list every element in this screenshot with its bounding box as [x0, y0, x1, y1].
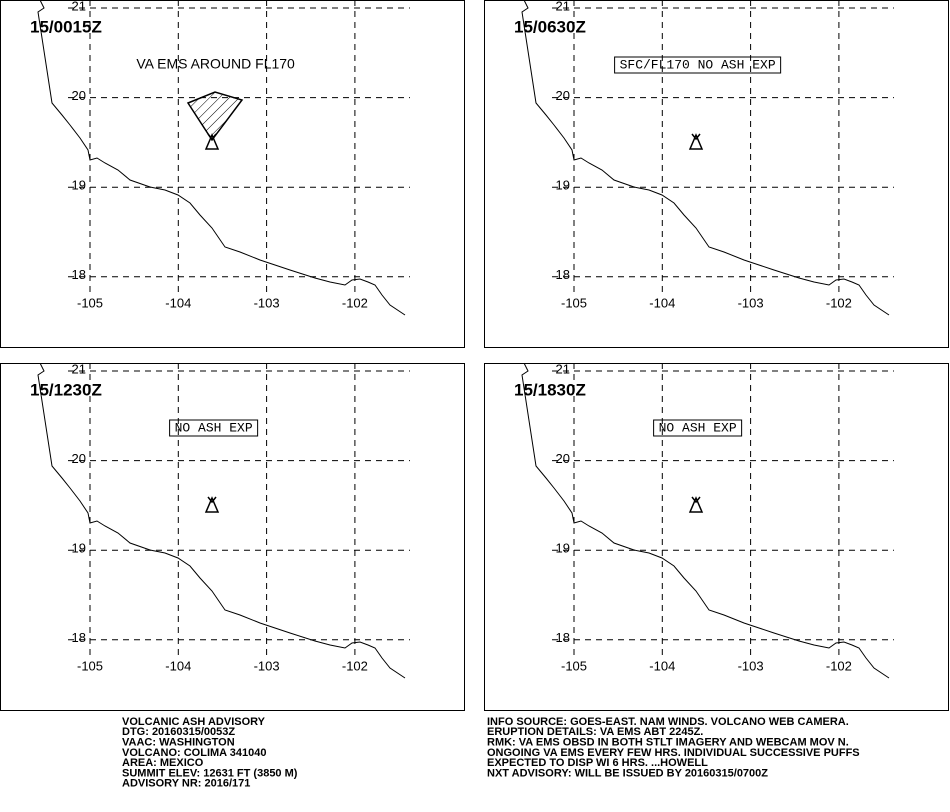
map-panel: -105 -104 -103 -102 21 20 19 18 15/0630Z SFC/FL17…: [484, 0, 949, 348]
lon-label: -104: [165, 295, 191, 310]
lat-label: 19: [72, 178, 86, 193]
advisory-line: INFO SOURCE: GOES-EAST. NAM WINDS. VOLCA…: [487, 716, 849, 728]
forecast-note: SFC/FL170 NO ASH EXP: [620, 57, 776, 72]
panel-border: [0, 363, 465, 711]
lon-label: -102: [342, 658, 368, 673]
lat-label: 21: [556, 361, 570, 376]
lon-label: -103: [254, 295, 280, 310]
lon-label: -103: [738, 658, 764, 673]
lon-label: -102: [826, 295, 852, 310]
forecast-note: VA EMS AROUND FL170: [136, 56, 295, 72]
ash-cloud: [186, 91, 244, 142]
map-panel: -105 -104 -103 -102 21 20 19 18 15/1230Z NO ASH E…: [0, 361, 465, 711]
valid-time: 15/0015Z: [30, 17, 102, 36]
advisory-line: VOLCANIC ASH ADVISORY: [122, 716, 266, 728]
volcano-symbol: [688, 133, 704, 150]
lat-label: 19: [556, 178, 570, 193]
lon-label: -102: [826, 658, 852, 673]
lat-label: 18: [556, 630, 570, 645]
lat-label: 19: [556, 541, 570, 556]
advisory-line: RMK: VA EMS OBSD IN BOTH STLT IMAGERY AN…: [487, 737, 849, 749]
map-area: [37, 0, 410, 316]
panel-border: [484, 0, 949, 348]
lat-label: 18: [72, 267, 86, 282]
coastline: [37, 0, 406, 316]
lon-label: -104: [649, 658, 675, 673]
advisory-line: VAAC: WASHINGTON: [122, 737, 235, 749]
lat-label: 21: [72, 0, 86, 13]
lon-label: -105: [561, 295, 587, 310]
lat-label: 20: [556, 451, 570, 466]
lat-label: 18: [556, 267, 570, 282]
lon-label: -103: [254, 658, 280, 673]
valid-time: 15/1830Z: [514, 380, 586, 399]
note-box: [614, 56, 782, 74]
volcano-symbol: [204, 496, 220, 513]
lon-label: -105: [561, 658, 587, 673]
valid-time: 15/0630Z: [514, 17, 586, 36]
lat-label: 19: [72, 541, 86, 556]
lat-label: 21: [72, 361, 86, 376]
advisory-line: SUMMIT ELEV: 12631 FT (3850 M): [122, 767, 298, 779]
volcano-symbol: [204, 133, 220, 150]
lat-label: 21: [556, 0, 570, 13]
advisory-line: AREA: MEXICO: [122, 757, 204, 769]
lon-label: -105: [77, 295, 103, 310]
valid-time: 15/1230Z: [30, 380, 102, 399]
note-box: [169, 419, 259, 437]
lat-label: 18: [72, 630, 86, 645]
map-area: [521, 0, 894, 316]
panel-border: [0, 0, 465, 348]
coastline: [521, 363, 890, 679]
lat-label: 20: [72, 451, 86, 466]
map-panel: -105 -104 -103 -102 21 20 19 18 15/1830Z NO ASH E…: [484, 361, 949, 711]
advisory-line: ADVISORY NR: 2016/171: [122, 778, 250, 790]
lon-label: -102: [342, 295, 368, 310]
volcano-symbol: [688, 496, 704, 513]
map-panel: -105 -104 -103 -102 21 20 19 18 15/0015Z VA EMS A…: [0, 0, 465, 348]
panel-border: [484, 363, 949, 711]
coastline: [37, 363, 406, 679]
map-area: [37, 363, 410, 679]
lat-label: 20: [72, 88, 86, 103]
map-area: [521, 363, 894, 679]
lat-label: 20: [556, 88, 570, 103]
lon-label: -104: [649, 295, 675, 310]
advisory-line: DTG: 20160315/0053Z: [122, 726, 235, 738]
advisory-line: VOLCANO: COLIMA 341040: [122, 747, 266, 759]
advisory-line: ONGOING VA EMS EVERY FEW HRS. INDIVIDUAL…: [487, 747, 860, 759]
advisory-line: NXT ADVISORY: WILL BE ISSUED BY 20160315…: [487, 767, 768, 779]
forecast-note: NO ASH EXP: [659, 420, 737, 435]
lon-label: -105: [77, 658, 103, 673]
advisory-line: ERUPTION DETAILS: VA EMS ABT 2245Z.: [487, 726, 703, 738]
lon-label: -103: [738, 295, 764, 310]
forecast-note: NO ASH EXP: [175, 420, 253, 435]
coastline: [521, 0, 890, 316]
note-box: [653, 419, 743, 437]
lon-label: -104: [165, 658, 191, 673]
advisory-line: EXPECTED TO DISP WI 6 HRS. ...HOWELL: [487, 757, 708, 769]
